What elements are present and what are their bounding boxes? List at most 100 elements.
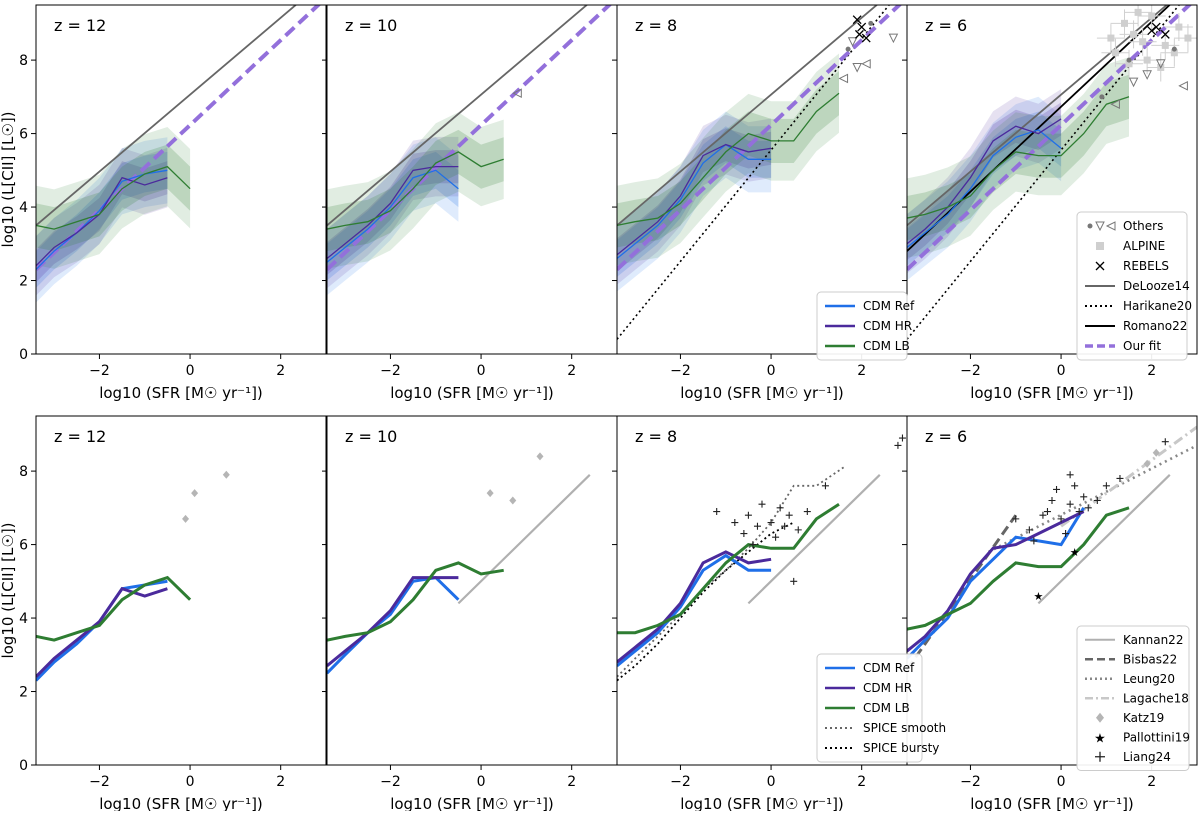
x-axis-label: log10 (SFR [M☉ yr⁻¹]) bbox=[99, 384, 263, 402]
legend-label: REBELS bbox=[1123, 259, 1169, 273]
x-tick-label: 0 bbox=[477, 774, 486, 790]
x-tick-label: 0 bbox=[767, 363, 776, 379]
band-cdm-lb bbox=[617, 53, 839, 266]
others-point bbox=[852, 62, 862, 73]
rebels-point bbox=[1160, 29, 1170, 39]
panel-redshift-label: z = 8 bbox=[635, 427, 677, 446]
legend-handle bbox=[1095, 751, 1105, 762]
panel-plot-area bbox=[327, 452, 591, 675]
liang24-point bbox=[894, 441, 902, 449]
x-tick-label: 0 bbox=[186, 774, 195, 790]
legend-box bbox=[1076, 211, 1188, 361]
alpine-point bbox=[1130, 30, 1138, 38]
others-point bbox=[1178, 81, 1188, 91]
y-axis-label: log10 (L[CII] [L☉]) bbox=[0, 111, 17, 247]
legend-label: Harikane20 bbox=[1123, 299, 1192, 313]
liang24-point bbox=[898, 434, 906, 442]
legend-handle: ★ bbox=[1094, 731, 1106, 746]
legend-simulations-bottom: CDM Ref CDM HR CDM LB SPICE smooth SPICE bur… bbox=[816, 653, 946, 763]
liang24-point bbox=[744, 511, 752, 519]
panel-top-4: −2 0 2 log10 (SFR [M☉ yr⁻¹]) z = 6 bbox=[902, 4, 1198, 402]
band-cdm-ref bbox=[617, 111, 772, 292]
band-cdm-hr bbox=[36, 147, 168, 296]
x-tick-label: −2 bbox=[960, 363, 981, 379]
panel-frame bbox=[35, 4, 327, 355]
others-point bbox=[1155, 59, 1166, 69]
alpine-point bbox=[1175, 23, 1183, 31]
liang24-point bbox=[1030, 537, 1038, 545]
legend-label: Pallottini19 bbox=[1123, 730, 1190, 744]
alpine-point bbox=[1111, 49, 1119, 57]
band-cdm-ref bbox=[36, 151, 168, 288]
series-line-cdm-hr bbox=[327, 165, 459, 260]
rebels-point bbox=[861, 33, 871, 43]
panel-redshift-label: z = 6 bbox=[925, 16, 967, 35]
liang24-point bbox=[1066, 471, 1074, 479]
liang24-point bbox=[731, 519, 739, 527]
legend-simulations-top: CDM Ref CDM HR CDM LB bbox=[816, 291, 915, 361]
y-tick-label: 2 bbox=[19, 274, 28, 290]
x-tick-label: 2 bbox=[276, 363, 285, 379]
x-tick-label: 0 bbox=[1057, 774, 1066, 790]
panel-plot-area bbox=[617, 5, 903, 340]
rebels-point bbox=[854, 29, 864, 39]
y-tick-label: 6 bbox=[19, 538, 28, 554]
legend-handle bbox=[1087, 223, 1093, 229]
liang24-point bbox=[1093, 496, 1101, 504]
panel-bottom-2: −2 0 2 log10 (SFR [M☉ yr⁻¹]) z = 10 bbox=[322, 415, 618, 813]
our-fit-line bbox=[907, 5, 1193, 271]
panel-top-3: −2 0 2 log10 (SFR [M☉ yr⁻¹]) z = 8 bbox=[612, 4, 908, 402]
legend-label: CDM LB bbox=[863, 339, 910, 353]
others-point bbox=[888, 33, 899, 44]
delooze14-line bbox=[907, 5, 1169, 227]
liang24-point bbox=[1053, 485, 1061, 493]
x-axis-label: log10 (SFR [M☉ yr⁻¹]) bbox=[680, 795, 844, 811]
legend-label: SPICE smooth bbox=[863, 721, 946, 735]
katz19-point bbox=[222, 470, 230, 479]
rebels-point bbox=[857, 22, 867, 32]
x-tick-label: −2 bbox=[89, 774, 110, 790]
legend-label: Katz19 bbox=[1123, 711, 1164, 725]
others-point bbox=[847, 37, 858, 47]
legend-label: CDM HR bbox=[863, 319, 912, 333]
series-line-cdm-lb bbox=[617, 92, 840, 227]
liang24-point bbox=[758, 500, 766, 508]
series-line-cdm-hr bbox=[907, 118, 1062, 245]
series-line-cdm-lb bbox=[907, 506, 1130, 631]
series-line-cdm-hr bbox=[907, 510, 1085, 653]
panel-redshift-label: z = 8 bbox=[635, 16, 677, 35]
katz19-point bbox=[1143, 459, 1151, 468]
liang24-point bbox=[1025, 526, 1033, 534]
series-line-cdm-ref bbox=[327, 575, 460, 675]
liang24-point bbox=[1084, 504, 1092, 512]
y-tick-label: 8 bbox=[19, 53, 28, 69]
panel-plot-area: ★★ bbox=[907, 425, 1197, 671]
series-line-cdm-hr bbox=[36, 586, 168, 678]
panel-redshift-label: z = 12 bbox=[54, 427, 106, 446]
series-line-cdm-lb bbox=[327, 561, 504, 642]
legend-handle bbox=[1096, 242, 1104, 250]
x-tick-label: −2 bbox=[380, 363, 401, 379]
others-point bbox=[838, 73, 849, 84]
rebels-point bbox=[852, 15, 862, 25]
series-line-cdm-ref bbox=[907, 507, 1085, 660]
others-point bbox=[868, 20, 874, 26]
liang24-point bbox=[1102, 482, 1110, 490]
harikane20-line bbox=[617, 5, 891, 340]
panel-redshift-label: z = 10 bbox=[345, 427, 397, 446]
legend-models-bottom: Kannan22 Bisbas22 Leung20 Lagache18 Katz19 ★ P… bbox=[1076, 625, 1190, 771]
x-tick-label: 0 bbox=[477, 363, 486, 379]
delooze14-line bbox=[327, 5, 589, 227]
our-fit-line bbox=[617, 5, 903, 271]
alpine-point bbox=[1184, 34, 1192, 42]
liang24-point bbox=[713, 508, 721, 516]
x-tick-label: 2 bbox=[1147, 774, 1156, 790]
x-tick-label: 2 bbox=[567, 363, 576, 379]
legend-label: DeLooze14 bbox=[1123, 279, 1190, 293]
katz19-point bbox=[509, 496, 517, 505]
series-line-cdm-lb bbox=[617, 502, 840, 635]
x-tick-label: 2 bbox=[857, 774, 866, 790]
liang24-point bbox=[1075, 508, 1083, 516]
